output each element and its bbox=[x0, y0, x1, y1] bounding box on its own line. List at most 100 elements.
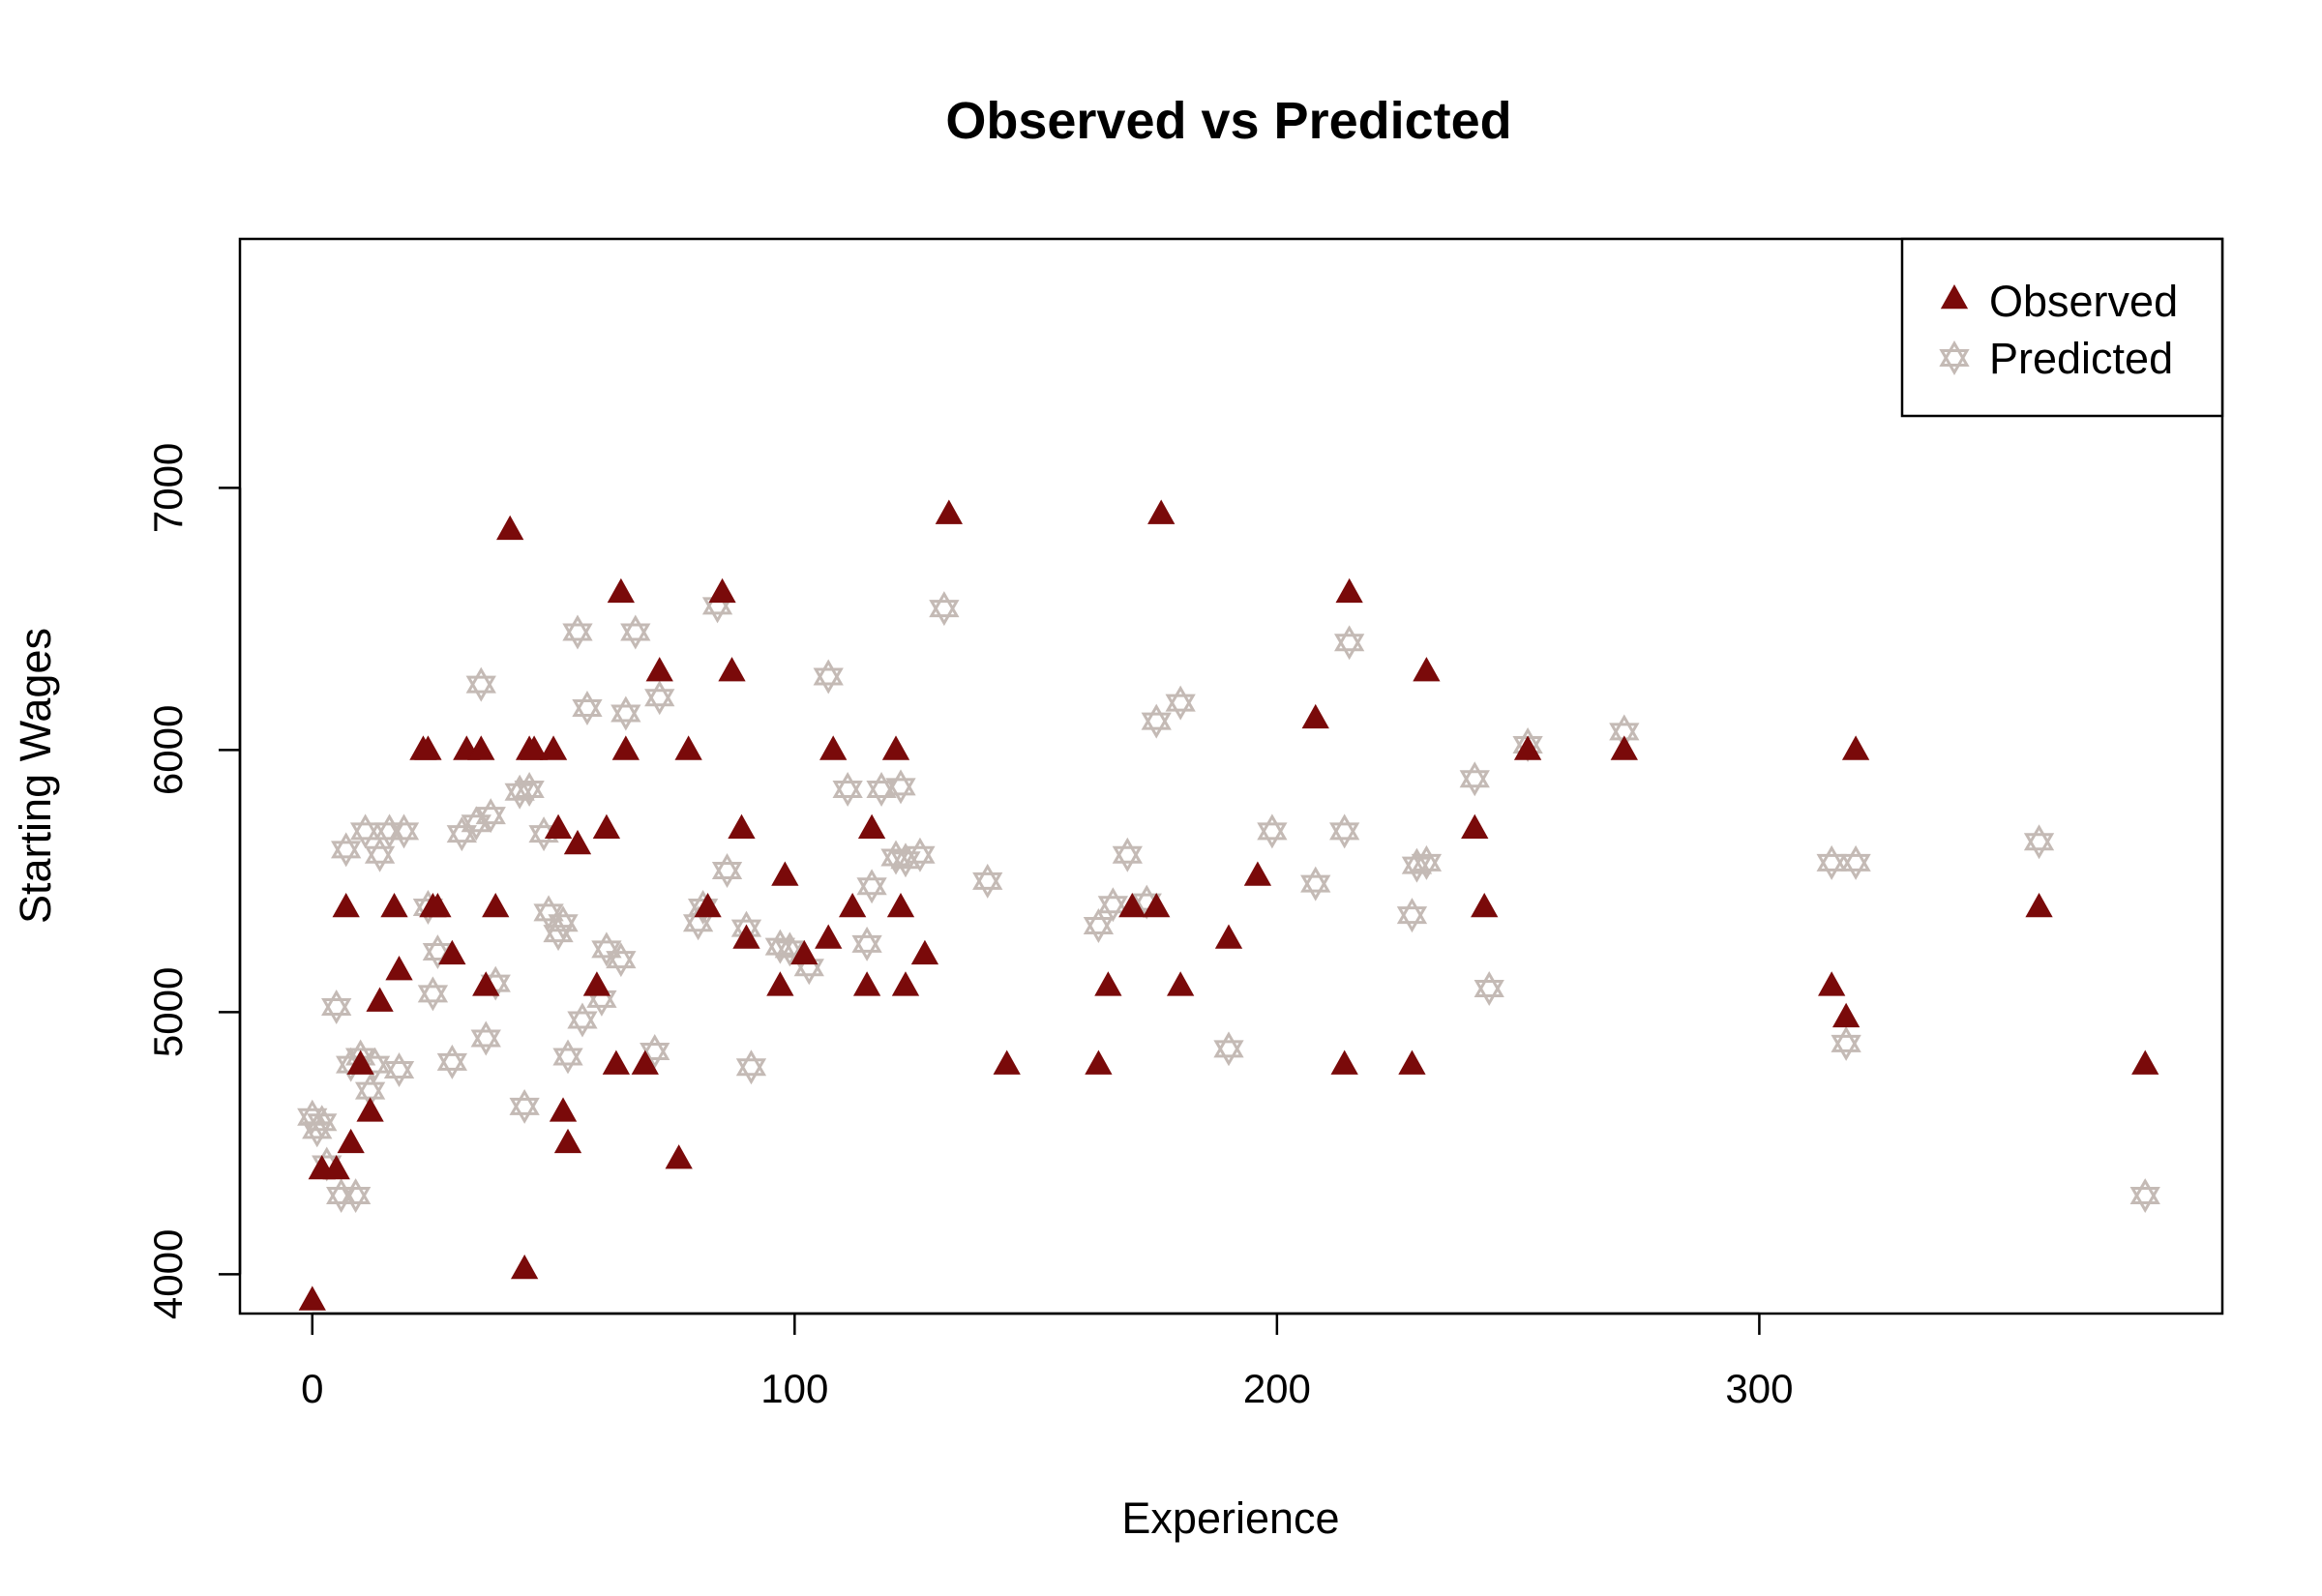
observed-point bbox=[728, 813, 756, 839]
observed-point bbox=[424, 892, 452, 918]
x-axis-label: Experience bbox=[1121, 1493, 1339, 1543]
observed-point bbox=[592, 813, 621, 839]
predicted-point bbox=[885, 769, 916, 805]
predicted-point bbox=[417, 976, 449, 1012]
observed-point bbox=[607, 577, 635, 604]
predicted-point bbox=[591, 931, 622, 967]
predicted-point bbox=[548, 905, 579, 941]
observed-point bbox=[886, 892, 915, 918]
observed-point bbox=[366, 987, 394, 1012]
predicted-point bbox=[436, 1044, 468, 1079]
predicted-point bbox=[1411, 844, 1443, 880]
observed-point bbox=[496, 515, 524, 541]
predicted-point bbox=[388, 813, 420, 849]
legend-predicted-label: Predicted bbox=[1989, 334, 2173, 383]
predicted-point bbox=[1141, 703, 1172, 739]
predicted-point bbox=[340, 1178, 372, 1214]
observed-point bbox=[1330, 1049, 1358, 1075]
observed-point bbox=[732, 924, 760, 949]
predicted-point bbox=[1459, 761, 1490, 797]
predicted-point bbox=[2023, 824, 2055, 860]
observed-point bbox=[665, 1144, 693, 1169]
predicted-point bbox=[1165, 685, 1196, 721]
predicted-point bbox=[1396, 898, 1428, 933]
predicted-point bbox=[383, 1052, 415, 1087]
observed-point bbox=[852, 971, 881, 996]
observed-point bbox=[1413, 657, 1441, 682]
y-tick-label: 4000 bbox=[145, 1229, 191, 1319]
predicted-point bbox=[567, 1002, 598, 1038]
predicted-point bbox=[711, 853, 743, 889]
observed-point bbox=[881, 735, 910, 760]
legend-predicted-marker bbox=[1939, 340, 1970, 375]
predicted-point bbox=[1333, 625, 1365, 661]
predicted-point bbox=[1816, 844, 1847, 880]
legend: Observed Predicted bbox=[1900, 237, 2224, 418]
predicted-point bbox=[1097, 887, 1129, 923]
y-tick-label: 6000 bbox=[145, 705, 191, 795]
predicted-point bbox=[1831, 1025, 1861, 1061]
legend-triangle-icon bbox=[1940, 283, 1969, 310]
observed-point bbox=[544, 813, 573, 839]
observed-point bbox=[935, 499, 964, 524]
predicted-point bbox=[905, 837, 936, 872]
observed-point bbox=[1085, 1049, 1113, 1075]
predicted-point bbox=[326, 1178, 357, 1214]
observed-point bbox=[1143, 892, 1171, 918]
legend-star-icon bbox=[1939, 340, 1970, 375]
predicted-point bbox=[620, 614, 651, 650]
observed-point bbox=[332, 892, 360, 918]
observed-point bbox=[910, 939, 939, 965]
predicted-point bbox=[606, 942, 637, 978]
observed-point bbox=[337, 1128, 365, 1154]
predicted-point bbox=[735, 1049, 767, 1085]
observed-point bbox=[611, 735, 640, 760]
observed-point bbox=[467, 735, 495, 760]
observed-point bbox=[1301, 703, 1329, 729]
legend-observed-marker bbox=[1940, 283, 1969, 310]
predicted-point bbox=[832, 772, 863, 808]
observed-point bbox=[1335, 577, 1363, 604]
observed-point bbox=[674, 735, 702, 760]
observed-point bbox=[1831, 1002, 1861, 1028]
predicted-point bbox=[446, 816, 477, 852]
y-tick-label: 5000 bbox=[145, 967, 191, 1057]
legend-observed-label: Observed bbox=[1989, 277, 2178, 326]
observed-point bbox=[438, 939, 466, 965]
observed-point bbox=[563, 829, 592, 855]
observed-point bbox=[1147, 499, 1176, 524]
observed-point bbox=[346, 1049, 374, 1075]
y-tick-label: 7000 bbox=[145, 443, 191, 533]
observed-point bbox=[708, 577, 736, 604]
predicted-point bbox=[813, 659, 844, 695]
observed-point bbox=[298, 1286, 326, 1311]
observed-point bbox=[1167, 971, 1195, 996]
predicted-point bbox=[509, 1088, 540, 1124]
predicted-point bbox=[1083, 907, 1115, 943]
predicted-point bbox=[1257, 813, 1288, 849]
observed-point bbox=[2025, 892, 2053, 918]
observed-point bbox=[510, 1254, 539, 1280]
x-tick-label: 100 bbox=[760, 1366, 828, 1411]
observed-point bbox=[1094, 971, 1122, 996]
y-axis: 4000 5000 6000 7000 bbox=[145, 443, 242, 1319]
predicted-point bbox=[373, 813, 405, 849]
observed-point bbox=[380, 892, 408, 918]
predicted-point bbox=[1840, 844, 1871, 880]
observed-point bbox=[385, 955, 413, 981]
predicted-point bbox=[475, 798, 506, 834]
predicted-point bbox=[851, 926, 882, 961]
observed-point bbox=[790, 939, 819, 965]
observed-point bbox=[482, 892, 510, 918]
observed-point bbox=[1118, 892, 1146, 918]
predicted-point bbox=[331, 832, 362, 868]
x-tick-label: 0 bbox=[301, 1366, 323, 1411]
observed-series bbox=[298, 499, 2159, 1311]
predicted-point bbox=[640, 1034, 670, 1070]
observed-point bbox=[414, 735, 442, 760]
observed-point bbox=[771, 861, 799, 886]
observed-point bbox=[472, 971, 500, 996]
observed-point bbox=[1471, 892, 1499, 918]
predicted-point bbox=[972, 863, 1003, 899]
